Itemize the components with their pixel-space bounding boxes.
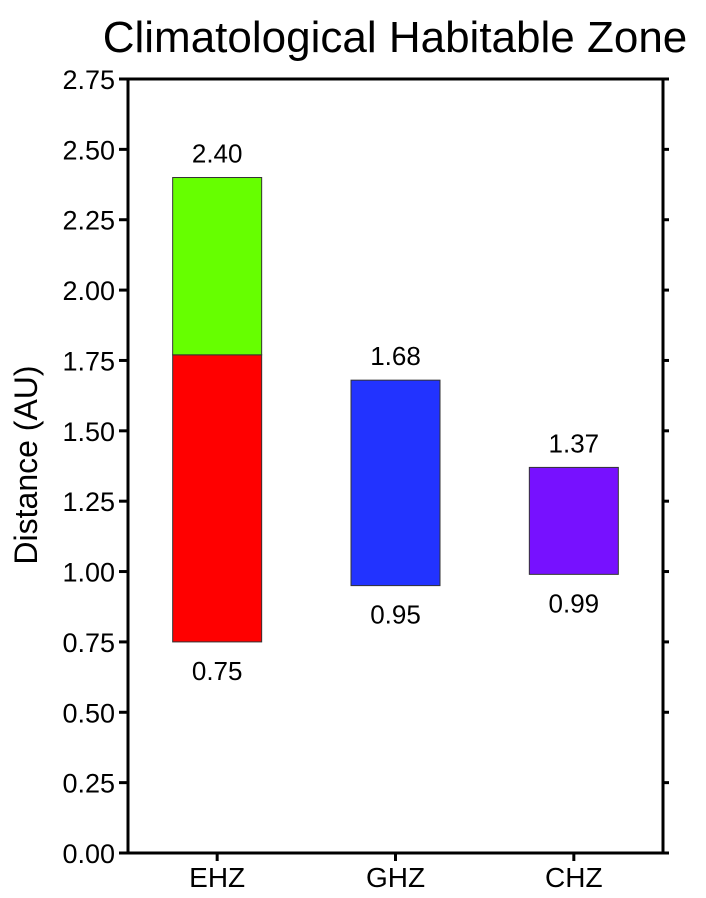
y-axis-label: Distance (AU)	[8, 365, 44, 564]
y-tick-label: 2.75	[62, 65, 115, 95]
y-tick-label: 0.25	[62, 769, 115, 799]
bars-group: 2.40 0.75 1.68 0.95 1.37 0.99	[172, 139, 619, 686]
y-tick-label: 2.00	[62, 276, 115, 306]
bar-low-label: 0.99	[549, 588, 600, 618]
bar-ehz-segment	[172, 177, 263, 356]
y-tick-label: 2.25	[62, 206, 115, 236]
x-category-label: GHZ	[366, 862, 425, 893]
bar-low-label: 0.95	[370, 600, 421, 630]
y-tick-label: 1.75	[62, 346, 115, 376]
bar-low-label: 0.75	[192, 656, 243, 686]
bar-ghz-segment	[350, 379, 441, 587]
y-tick-label: 2.50	[62, 135, 115, 165]
bar-high-label: 2.40	[192, 139, 243, 169]
x-category-label: EHZ	[189, 862, 245, 893]
bar-chz-segment	[528, 466, 619, 575]
y-tick-label: 1.00	[62, 558, 115, 588]
y-tick-label: 1.25	[62, 487, 115, 517]
bar-high-label: 1.68	[370, 341, 421, 371]
y-tick-label: 1.50	[62, 417, 115, 447]
x-axis: EHZ GHZ CHZ	[189, 853, 603, 893]
x-category-label: CHZ	[545, 862, 603, 893]
bar-ehz-segment	[172, 354, 263, 643]
y-tick-label: 0.75	[62, 628, 115, 658]
y-tick-label: 0.00	[62, 839, 115, 869]
y-axis: 0.00 0.25 0.50 0.75 1.00 1.25 1.50 1.75 2.00 2.25…	[62, 65, 669, 869]
bar-high-label: 1.37	[549, 428, 600, 458]
chart-title: Climatological Habitable Zone	[103, 13, 688, 62]
y-tick-label: 0.50	[62, 698, 115, 728]
